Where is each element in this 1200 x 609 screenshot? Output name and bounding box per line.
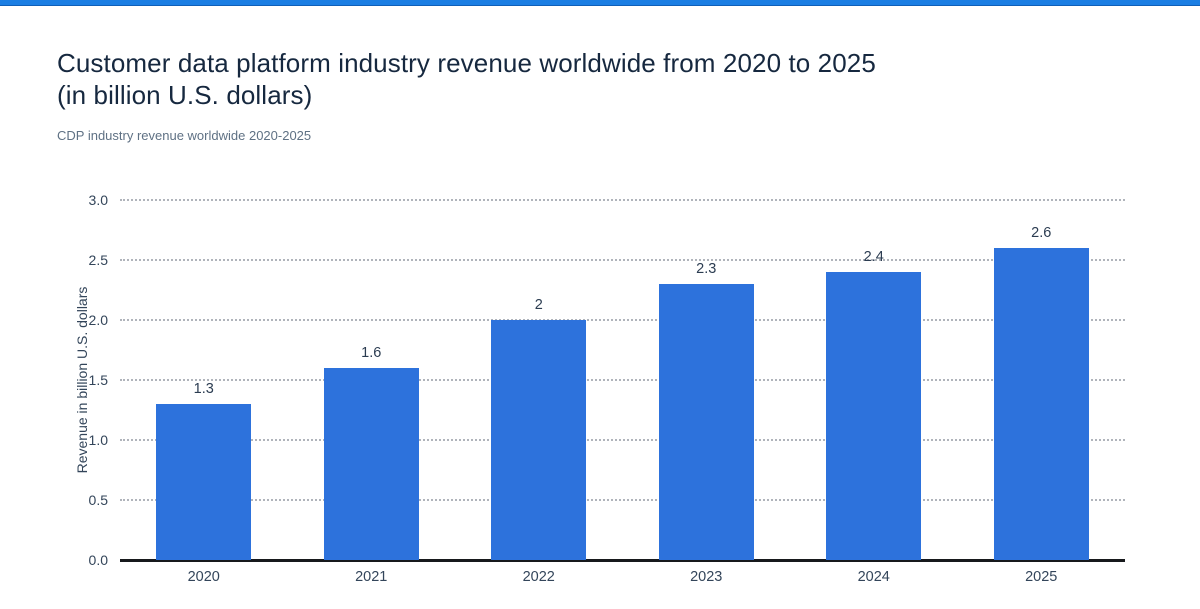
bar-value-label: 2.6	[1031, 225, 1052, 241]
gridline	[120, 319, 1125, 321]
gridline	[120, 199, 1125, 201]
gridline	[120, 379, 1125, 381]
y-axis-tick-label: 1.0	[88, 432, 108, 448]
y-axis-title: Revenue in billion U.S. dollars	[74, 286, 90, 474]
chart-header: Customer data platform industry revenue …	[57, 47, 1167, 143]
page-title: Customer data platform industry revenue …	[57, 47, 1167, 111]
bar-value-label: 2	[534, 297, 543, 313]
bar-value-label: 2.4	[863, 249, 884, 265]
x-axis-tick-label: 2024	[857, 569, 890, 585]
y-axis-tick-label: 2.5	[88, 252, 108, 268]
bar-value-label: 1.3	[193, 381, 214, 397]
bar-value-label: 2.3	[696, 261, 717, 277]
y-axis-tick-label: 0.0	[88, 552, 108, 568]
bar-2022[interactable]	[491, 320, 587, 560]
bar-2025[interactable]	[993, 248, 1089, 560]
gridline	[120, 439, 1125, 441]
page-title-line2: (in billion U.S. dollars)	[57, 80, 313, 110]
chart-subtitle: CDP industry revenue worldwide 2020-2025	[57, 128, 312, 143]
gridline	[120, 259, 1125, 261]
bar-2024[interactable]	[826, 272, 922, 560]
y-axis-tick-label: 3.0	[88, 192, 108, 208]
bar-2023[interactable]	[658, 284, 754, 560]
x-axis-tick-label: 2025	[1025, 569, 1058, 585]
gridline	[120, 499, 1125, 501]
x-axis-tick-label: 2020	[187, 569, 220, 585]
bar-2020[interactable]	[156, 404, 252, 560]
bar-value-label: 1.6	[361, 345, 382, 361]
bar-2021[interactable]	[323, 368, 419, 560]
top-accent-bar	[0, 0, 1200, 6]
y-axis-tick-label: 2.0	[88, 312, 108, 328]
y-axis-tick-label: 0.5	[88, 492, 108, 508]
x-axis-tick-label: 2021	[355, 569, 388, 585]
x-axis-line	[120, 558, 1125, 562]
page-title-line1: Customer data platform industry revenue …	[57, 48, 876, 78]
y-axis-tick-label: 1.5	[88, 372, 108, 388]
x-axis-tick-label: 2023	[690, 569, 723, 585]
x-axis-tick-label: 2022	[522, 569, 555, 585]
